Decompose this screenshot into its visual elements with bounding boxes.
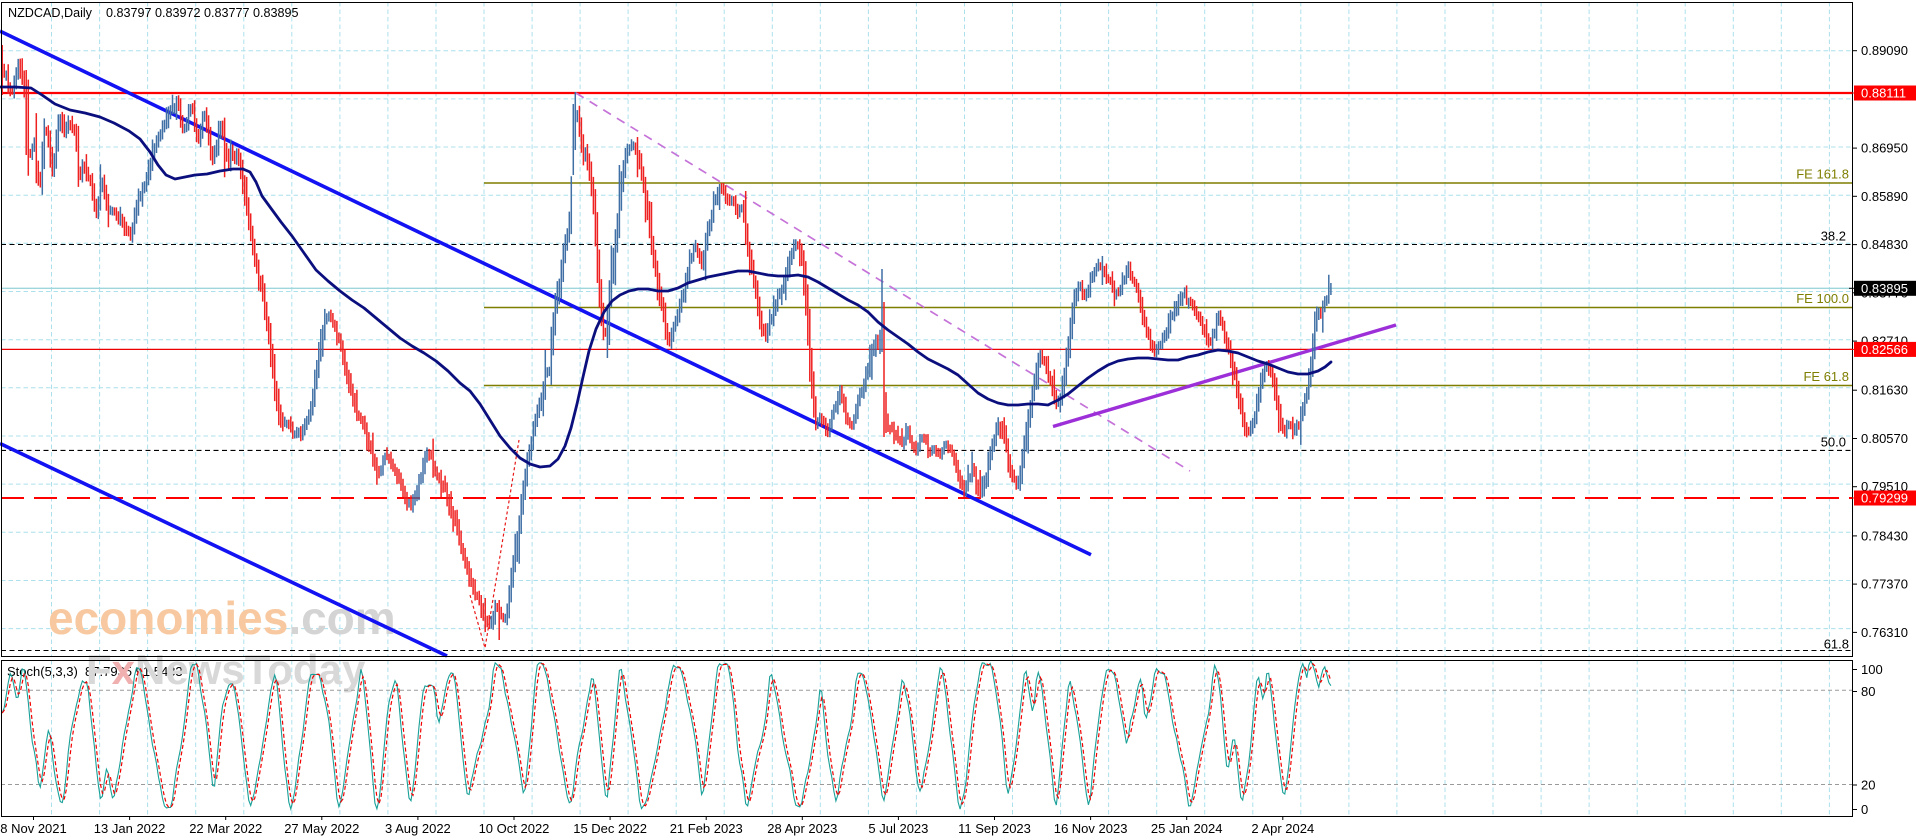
- svg-text:3 Aug 2022: 3 Aug 2022: [385, 821, 451, 836]
- svg-text:21 Feb 2023: 21 Feb 2023: [670, 821, 743, 836]
- svg-text:0.76310: 0.76310: [1861, 625, 1908, 640]
- svg-text:80: 80: [1861, 684, 1875, 699]
- svg-text:100: 100: [1861, 662, 1883, 677]
- svg-text:10 Oct 2022: 10 Oct 2022: [479, 821, 550, 836]
- svg-text:15 Dec 2022: 15 Dec 2022: [573, 821, 647, 836]
- svg-text:16 Nov 2023: 16 Nov 2023: [1054, 821, 1128, 836]
- svg-text:22 Mar 2022: 22 Mar 2022: [189, 821, 262, 836]
- svg-text:2 Apr 2024: 2 Apr 2024: [1251, 821, 1314, 836]
- svg-text:FxNewsToday: FxNewsToday: [86, 646, 366, 693]
- svg-text:20: 20: [1861, 778, 1875, 793]
- svg-text:0.77370: 0.77370: [1861, 577, 1908, 592]
- svg-text:0.86950: 0.86950: [1861, 141, 1908, 156]
- svg-text:0.83895: 0.83895: [1861, 281, 1908, 296]
- svg-text:FE 161.8: FE 161.8: [1796, 167, 1849, 182]
- svg-text:27 May 2022: 27 May 2022: [284, 821, 359, 836]
- svg-text:0: 0: [1861, 802, 1868, 817]
- svg-text:25 Jan 2024: 25 Jan 2024: [1151, 821, 1223, 836]
- svg-text:0.85890: 0.85890: [1861, 189, 1908, 204]
- svg-text:50.0: 50.0: [1821, 435, 1846, 450]
- svg-text:0.79299: 0.79299: [1861, 491, 1908, 506]
- svg-text:0.84830: 0.84830: [1861, 237, 1908, 252]
- svg-text:28 Apr 2023: 28 Apr 2023: [767, 821, 837, 836]
- svg-text:NZDCAD,Daily 0.83797 0.8397: NZDCAD,Daily 0.83797 0.83972 0.83777 0.8…: [8, 6, 299, 20]
- svg-text:0.89090: 0.89090: [1861, 43, 1908, 58]
- svg-text:13 Jan 2022: 13 Jan 2022: [94, 821, 166, 836]
- svg-text:economies.com: economies.com: [48, 592, 396, 644]
- svg-text:FE 100.0: FE 100.0: [1796, 291, 1849, 306]
- svg-text:0.88111: 0.88111: [1861, 86, 1906, 101]
- svg-text:11 Sep 2023: 11 Sep 2023: [958, 821, 1031, 836]
- svg-text:38.2: 38.2: [1821, 229, 1846, 244]
- svg-text:8 Nov 2021: 8 Nov 2021: [0, 821, 67, 836]
- svg-text:0.79510: 0.79510: [1861, 479, 1908, 494]
- svg-text:61.8: 61.8: [1824, 637, 1849, 652]
- svg-text:0.80570: 0.80570: [1861, 431, 1908, 446]
- svg-text:0.81630: 0.81630: [1861, 383, 1908, 398]
- svg-text:0.78430: 0.78430: [1861, 528, 1908, 543]
- svg-text:0.82566: 0.82566: [1861, 342, 1908, 357]
- svg-text:5 Jul 2023: 5 Jul 2023: [868, 821, 928, 836]
- svg-text:FE 61.8: FE 61.8: [1803, 369, 1849, 384]
